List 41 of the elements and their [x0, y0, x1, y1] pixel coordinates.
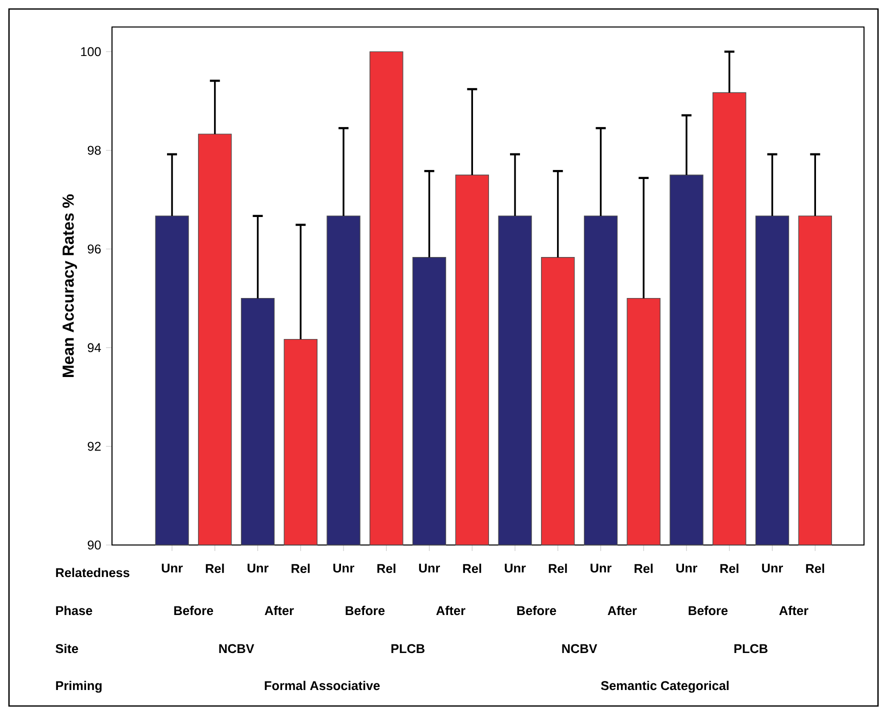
- text: Before: [346, 606, 385, 616]
- text: Semantic Categorical: [601, 680, 729, 693]
- x-tick-label: Unr: [162, 564, 183, 573]
- text: Priming: [56, 680, 102, 693]
- x-tick-label: Rel: [634, 564, 653, 574]
- y-tick-label: 92: [88, 442, 101, 451]
- x-tick-label: Rel: [206, 564, 224, 574]
- text: After: [608, 606, 637, 616]
- text: Phase: [56, 606, 92, 616]
- x-tick-label: Unr: [590, 564, 612, 573]
- y-axis-title: Mean Accuracy Rates %: [62, 194, 78, 377]
- x-tick-label: Unr: [419, 564, 440, 573]
- text: NCBV: [219, 644, 254, 654]
- text: Formal Associative: [264, 680, 380, 690]
- x-tick-label: Unr: [676, 564, 698, 573]
- y-tick-label: 100: [81, 47, 101, 56]
- x-tick-label: Rel: [720, 564, 738, 574]
- y-tick-label: 94: [88, 343, 101, 352]
- y-tick-label: 90: [88, 540, 101, 550]
- text: Relatedness: [56, 568, 130, 578]
- text: After: [264, 606, 294, 616]
- y-tick-label: 96: [88, 244, 101, 254]
- x-tick-label: Rel: [548, 564, 567, 574]
- text: NCBV: [562, 644, 598, 654]
- x-tick-label: Unr: [762, 564, 783, 573]
- text: Before: [688, 606, 728, 616]
- text: After: [779, 606, 808, 616]
- x-tick-label: Rel: [806, 564, 824, 574]
- text: PLCB: [734, 644, 768, 654]
- text: Before: [174, 606, 214, 616]
- x-tick-label: Rel: [463, 564, 482, 574]
- x-tick-label: Rel: [377, 564, 396, 574]
- x-tick-label: Unr: [248, 564, 268, 573]
- y-tick-label: 98: [88, 146, 101, 155]
- text: Site: [56, 644, 78, 654]
- text: PLCB: [391, 644, 424, 654]
- x-tick-label: Unr: [333, 564, 354, 573]
- text: Before: [517, 606, 556, 616]
- text: After: [436, 606, 466, 616]
- x-tick-label: Unr: [504, 564, 526, 573]
- x-tick-label: Rel: [292, 564, 310, 574]
